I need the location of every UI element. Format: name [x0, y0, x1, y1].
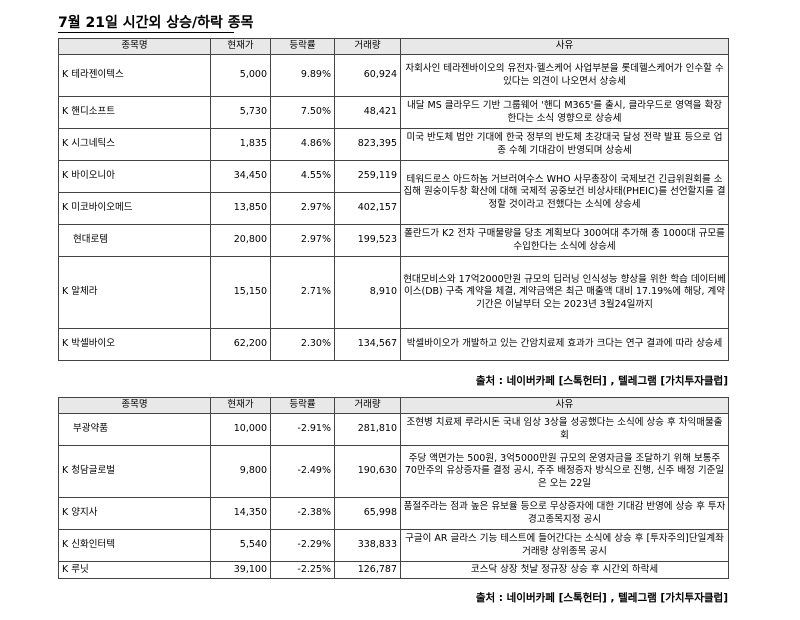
stock-reason: 품절주라는 점과 높은 유보율 등으로 무상증자에 대한 기대감 반영에 상승 … [400, 497, 729, 530]
stock-rate: -2.38% [270, 497, 335, 530]
stock-name: K 양지사 [58, 497, 211, 530]
header-price: 현재가 [210, 397, 271, 414]
table-row: K 신화인터텍 5,540 -2.29% 338,833 구글이 AR 글라스 … [58, 529, 729, 562]
stock-reason: 주당 액면가는 500원, 3억5000만원 규모의 운영자금을 조달하기 위해… [400, 445, 729, 498]
stock-name: K 미코바이오메드 [58, 192, 211, 225]
stock-reason: 폴란드가 K2 전차 구매물량을 당초 계획보다 300여대 추가해 총 100… [400, 224, 729, 257]
stock-rate: 4.86% [270, 128, 335, 161]
stock-price: 5,730 [210, 96, 271, 129]
stock-volume: 259,119 [334, 160, 401, 193]
table-row: K 테라젠이텍스 5,000 9.89% 60,924 자회사인 테라젠바이오의… [58, 54, 729, 97]
stock-reason: 내달 MS 클라우드 기반 그룹웨어 '핸디 M365'를 출시, 클라우드로 … [400, 96, 729, 129]
table-row: K 미코바이오메드 13,850 2.97% 402,157 [58, 192, 729, 225]
stock-reason: 박셀바이오가 개발하고 있는 간암치료제 효과가 크다는 연구 결과에 따라 상… [400, 328, 729, 361]
header-rate: 등락률 [270, 38, 335, 55]
falling-stocks-table: 종목명 현재가 등락률 거래량 사유 부광약품 10,000 -2.91% 28… [58, 397, 729, 579]
stock-price: 13,850 [210, 192, 271, 225]
header-price: 현재가 [210, 38, 271, 55]
stock-price: 62,200 [210, 328, 271, 361]
table-header-row: 종목명 현재가 등락률 거래량 사유 [58, 38, 729, 55]
stock-price: 9,800 [210, 445, 271, 498]
table-row: K 시그네틱스 1,835 4.86% 823,395 미국 반도체 법안 기대… [58, 128, 729, 161]
header-name: 종목명 [58, 38, 211, 55]
table-row: K 알체라 15,150 2.71% 8,910 현대모비스와 17억2000만… [58, 256, 729, 329]
title-underline [58, 32, 234, 33]
stock-rate: 4.55% [270, 160, 335, 193]
table-row: 부광약품 10,000 -2.91% 281,810 조현병 치료제 루라시돈 … [58, 413, 729, 446]
stock-rate: -2.25% [270, 561, 335, 579]
stock-name: K 바이오니아 [58, 160, 211, 193]
stock-rate: -2.49% [270, 445, 335, 498]
stock-volume: 281,810 [334, 413, 401, 446]
stock-name: K 청담글로벌 [58, 445, 211, 498]
stock-name: K 시그네틱스 [58, 128, 211, 161]
stock-volume: 60,924 [334, 54, 401, 97]
stock-rate: 9.89% [270, 54, 335, 97]
stock-volume: 190,630 [334, 445, 401, 498]
stock-volume: 126,787 [334, 561, 401, 579]
table-row: K 박셀바이오 62,200 2.30% 134,567 박셀바이오가 개발하고… [58, 328, 729, 361]
table-header-row: 종목명 현재가 등락률 거래량 사유 [58, 397, 729, 414]
header-volume: 거래량 [334, 38, 401, 55]
table-row: K 바이오니아 34,450 4.55% 259,119 테워드로스 아드하놈 … [58, 160, 729, 225]
stock-rate: 2.30% [270, 328, 335, 361]
stock-price: 5,540 [210, 529, 271, 562]
stock-name: K 테라젠이텍스 [58, 54, 211, 97]
stock-name: K 박셀바이오 [58, 328, 211, 361]
header-reason: 사유 [400, 397, 729, 414]
stock-price: 5,000 [210, 54, 271, 97]
stock-price: 20,800 [210, 224, 271, 257]
header-rate: 등락률 [270, 397, 335, 414]
stock-volume: 65,998 [334, 497, 401, 530]
stock-rate: -2.91% [270, 413, 335, 446]
stock-volume: 48,421 [334, 96, 401, 129]
stock-volume: 8,910 [334, 256, 401, 329]
header-reason: 사유 [400, 38, 729, 55]
source-caption-rising: 출처 : 네이버카페 [스톡헌터] , 텔레그램 [가치투자클럽] [475, 375, 728, 387]
stock-price: 34,450 [210, 160, 271, 193]
stock-reason: 미국 반도체 법안 기대에 한국 정부의 반도체 초강대국 달성 전략 발표 등… [400, 128, 729, 161]
table-row: K 청담글로벌 9,800 -2.49% 190,630 주당 액면가는 500… [58, 445, 729, 498]
stock-volume: 338,833 [334, 529, 401, 562]
table-row: K 핸디소프트 5,730 7.50% 48,421 내달 MS 클라우드 기반… [58, 96, 729, 129]
stock-reason: 자회사인 테라젠바이오의 유전자·헬스케어 사업부분을 롯데헬스케어가 인수할 … [400, 54, 729, 97]
stock-volume: 823,395 [334, 128, 401, 161]
page-title: 7월 21일 시간외 상승/하락 종목 [58, 15, 254, 31]
table-row: K 양지사 14,350 -2.38% 65,998 품절주라는 점과 높은 유… [58, 497, 729, 530]
stock-price: 15,150 [210, 256, 271, 329]
stock-name: 현대로템 [58, 224, 211, 257]
stock-volume: 134,567 [334, 328, 401, 361]
stock-price: 10,000 [210, 413, 271, 446]
stock-reason: 조현병 치료제 루라시돈 국내 임상 3상을 성공했다는 소식에 상승 후 차익… [400, 413, 729, 446]
shared-reason: 테워드로스 아드하놈 거브러여수스 WHO 사무총장이 국제보건 긴급위원회를 … [400, 160, 729, 225]
stock-name: K 알체라 [58, 256, 211, 329]
stock-name: K 루닛 [58, 561, 211, 579]
stock-rate: 2.71% [270, 256, 335, 329]
stock-name: K 신화인터텍 [58, 529, 211, 562]
stock-name: K 핸디소프트 [58, 96, 211, 129]
header-name: 종목명 [58, 397, 211, 414]
stock-rate: 7.50% [270, 96, 335, 129]
stock-reason: 현대모비스와 17억2000만원 규모의 딥러닝 인식성능 향상을 위한 학습 … [400, 256, 729, 329]
stock-rate: -2.29% [270, 529, 335, 562]
stock-rate: 2.97% [270, 192, 335, 225]
header-volume: 거래량 [334, 397, 401, 414]
stock-volume: 402,157 [334, 192, 401, 225]
stock-reason: 구글이 AR 글라스 기능 테스트에 들어간다는 소식에 상승 후 [투자주의]… [400, 529, 729, 562]
stock-price: 14,350 [210, 497, 271, 530]
stock-price: 1,835 [210, 128, 271, 161]
rising-stocks-table: 종목명 현재가 등락률 거래량 사유 K 테라젠이텍스 5,000 9.89% … [58, 38, 729, 361]
stock-name: 부광약품 [58, 413, 211, 446]
stock-price: 39,100 [210, 561, 271, 579]
stock-reason: 코스닥 상장 첫날 정규장 상승 후 시간외 하락세 [400, 561, 729, 579]
table-row: K 루닛 39,100 -2.25% 126,787 코스닥 상장 첫날 정규장… [58, 561, 729, 579]
stock-rate: 2.97% [270, 224, 335, 257]
source-caption-falling: 출처 : 네이버카페 [스톡헌터] , 텔레그램 [가치투자클럽] [475, 592, 728, 604]
stock-volume: 199,523 [334, 224, 401, 257]
table-row: 현대로템 20,800 2.97% 199,523 폴란드가 K2 전차 구매물… [58, 224, 729, 257]
